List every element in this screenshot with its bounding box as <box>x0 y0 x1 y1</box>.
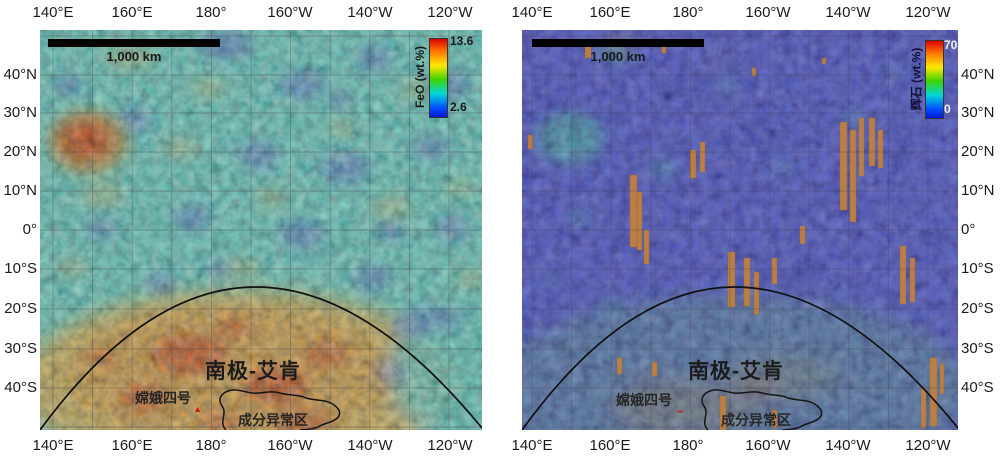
lon-tick-label: 120°W <box>427 4 473 21</box>
lon-tick-label: 180° <box>672 437 704 454</box>
lat-tick-label: 30°S <box>4 340 37 357</box>
lat-tick-label: 10°N <box>961 182 995 199</box>
change4-marker: ▴ <box>195 404 201 415</box>
lon-tick-label: 180° <box>195 4 227 21</box>
lat-tick-label: 10°N <box>3 182 37 199</box>
pyroxene-map-texture <box>522 30 958 430</box>
lat-tick-label: 20°N <box>3 143 37 160</box>
change4-label: 嫦娥四号 <box>135 390 191 406</box>
lon-tick-label: 140°E <box>32 4 74 21</box>
basin-label: 南极-艾肯 <box>205 360 301 383</box>
lat-tick-label: 20°S <box>4 300 37 317</box>
lon-tick-label: 140°W <box>347 4 393 21</box>
anomaly-outline <box>219 389 341 430</box>
lon-tick-label: 160°E <box>111 437 153 454</box>
lon-tick-label: 140°W <box>825 437 871 454</box>
lon-tick-label: 140°E <box>511 4 553 21</box>
lon-tick-label: 140°W <box>347 437 393 454</box>
basin-rim-arc <box>522 286 958 430</box>
lat-tick-label: 40°S <box>4 379 37 396</box>
scalebar <box>532 39 704 47</box>
lat-tick-label: 30°S <box>961 340 994 357</box>
lon-tick-label: 120°W <box>905 4 951 21</box>
lat-tick-label: 40°N <box>3 66 37 83</box>
lon-tick-label: 160°E <box>111 4 153 21</box>
lat-tick-label: 30°N <box>961 104 995 121</box>
lat-tick-label: 40°S <box>961 379 994 396</box>
feo-map <box>40 30 482 430</box>
feo-map-texture <box>40 30 482 430</box>
lon-tick-label: 160°W <box>745 437 791 454</box>
pyroxene-colorbar <box>925 40 944 119</box>
lat-tick-label: 0° <box>22 221 37 238</box>
colorbar-max-label: 70 <box>944 38 958 52</box>
basin-rim-arc <box>40 286 482 430</box>
colorbar-title: 辉石 (wt.%) <box>909 47 924 111</box>
feo-graticule <box>40 30 482 430</box>
lat-tick-label: 10°S <box>4 260 37 277</box>
lat-tick-label: 10°S <box>961 260 994 277</box>
change4-marker: ▪▪ <box>677 407 683 416</box>
lon-tick-label: 120°W <box>905 437 951 454</box>
pyroxene-graticule <box>522 30 958 430</box>
anomaly-label: 成分异常区 <box>721 412 791 428</box>
change4-label: 嫦娥四号 <box>616 392 672 408</box>
colorbar-min-label: 2.6 <box>450 100 467 114</box>
lat-tick-label: 20°N <box>961 143 995 160</box>
lon-tick-label: 140°E <box>511 437 553 454</box>
lon-tick-label: 160°W <box>267 437 313 454</box>
lat-tick-label: 20°S <box>961 300 994 317</box>
basin-label: 南极-艾肯 <box>688 360 784 383</box>
lat-tick-label: 0° <box>961 221 976 238</box>
lon-tick-label: 160°E <box>589 4 631 21</box>
lat-tick-label: 40°N <box>961 66 995 83</box>
scalebar-label: 1,000 km <box>590 49 646 64</box>
lon-tick-label: 160°W <box>745 4 791 21</box>
feo-colorbar <box>429 38 448 118</box>
pyroxene-map <box>522 30 958 430</box>
colorbar-max-label: 13.6 <box>450 34 474 48</box>
lon-tick-label: 160°E <box>589 437 631 454</box>
lon-tick-label: 180° <box>195 437 227 454</box>
scalebar <box>48 39 220 47</box>
anomaly-label: 成分异常区 <box>238 412 308 428</box>
pyroxene-strips <box>527 39 945 430</box>
colorbar-min-label: 0 <box>944 102 951 116</box>
anomaly-outline <box>701 389 823 430</box>
lon-tick-label: 160°W <box>267 4 313 21</box>
lon-tick-label: 140°W <box>825 4 871 21</box>
scalebar-label: 1,000 km <box>106 49 162 64</box>
lon-tick-label: 180° <box>672 4 704 21</box>
lat-tick-label: 30°N <box>3 104 37 121</box>
lon-tick-label: 120°W <box>427 437 473 454</box>
lon-tick-label: 140°E <box>32 437 74 454</box>
